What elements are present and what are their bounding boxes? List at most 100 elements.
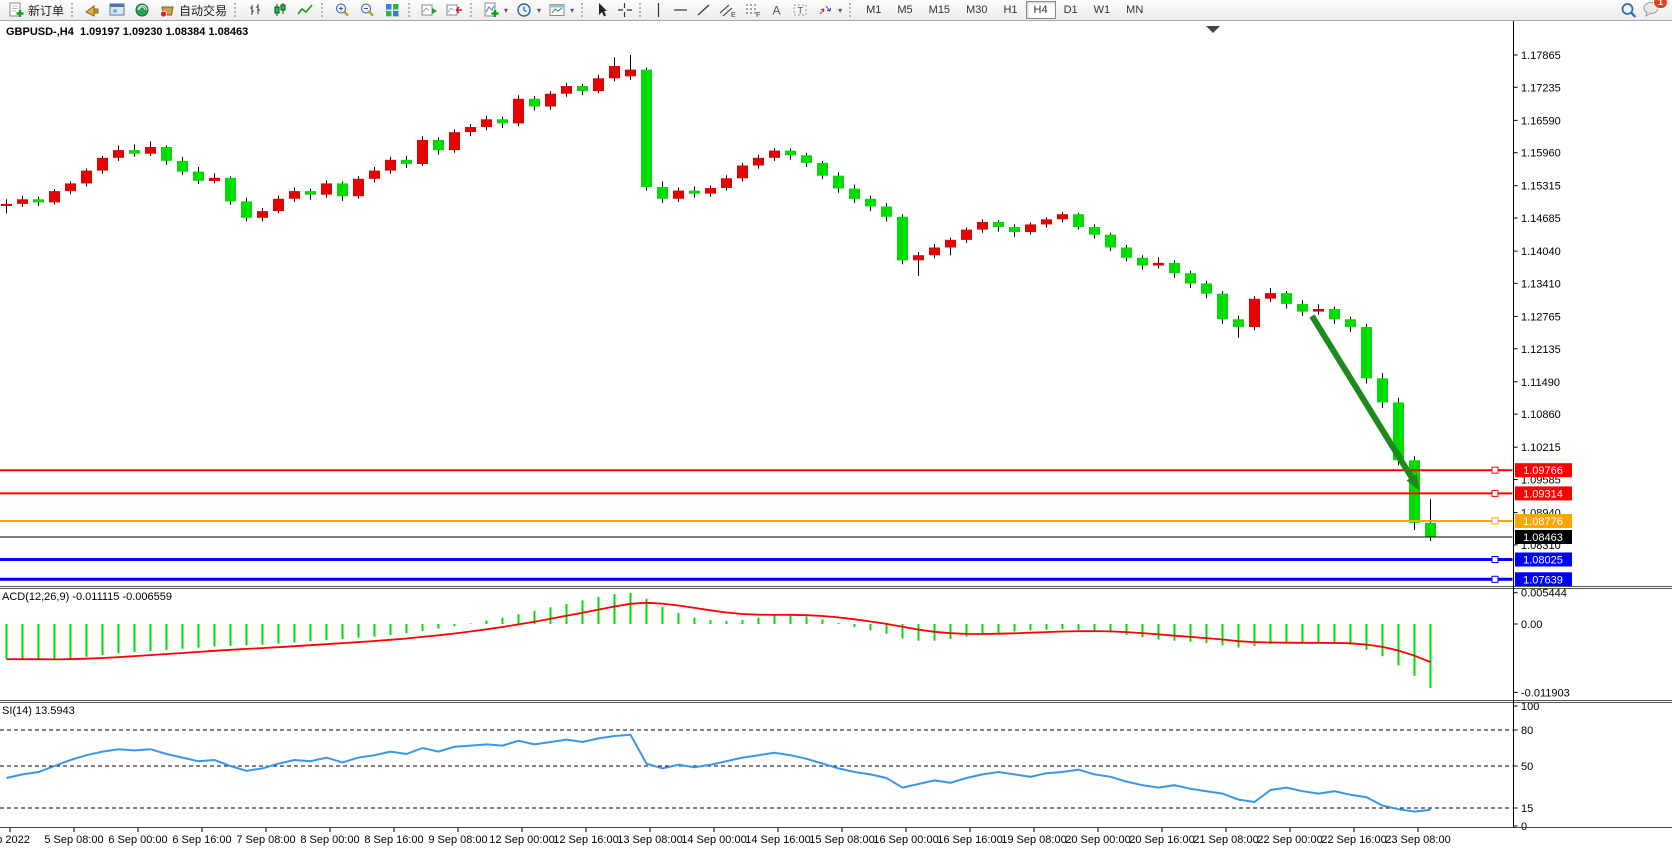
candle-body: [417, 139, 428, 164]
auto-scroll-button[interactable]: [417, 0, 442, 20]
macd-signal-line: [6, 601, 1431, 663]
time-label: 19 Sep 08:00: [1001, 834, 1066, 846]
tab-m1[interactable]: M1: [866, 4, 882, 16]
autotrading-label: 自动交易: [179, 3, 228, 18]
candle-body: [817, 162, 828, 176]
zoom-out-button[interactable]: [355, 0, 380, 20]
price-tick-label: 1.16590: [1521, 115, 1561, 127]
crosshair-button[interactable]: [613, 0, 636, 20]
vertical-line-button[interactable]: [648, 0, 669, 20]
search-icon: [1621, 2, 1637, 18]
chevron-down-icon[interactable]: ▾: [570, 5, 575, 15]
candle-body: [49, 191, 60, 203]
chart-canvas[interactable]: 1.17865 1.17235 1.16590 1.15960 1.15315 1.146…: [0, 21, 1672, 849]
candle-body: [129, 150, 140, 154]
tab-h4[interactable]: H4: [1025, 1, 1056, 19]
price-badge: [1515, 486, 1572, 501]
rsi-scale-label: 50: [1521, 761, 1533, 773]
candle-body: [561, 86, 572, 94]
indicators-button[interactable]: ▾: [479, 0, 512, 20]
candle-body: [769, 150, 780, 158]
svg-text:T: T: [798, 6, 804, 16]
candle-body: [1297, 303, 1308, 312]
price-badge: [1515, 463, 1572, 478]
tab-m5[interactable]: M5: [897, 4, 913, 16]
line-handle[interactable]: [1491, 575, 1499, 583]
navigator-button[interactable]: [130, 0, 155, 20]
price-badge: [1515, 530, 1572, 544]
trend-arrow[interactable]: [1309, 314, 1415, 479]
candle-body: [481, 119, 492, 127]
trend-arrow-head[interactable]: [1406, 474, 1421, 491]
arrows-icon: [819, 5, 832, 15]
main-pane[interactable]: [0, 26, 1513, 583]
candle-body: [81, 170, 92, 184]
line-handle[interactable]: [1491, 466, 1499, 474]
channel-button[interactable]: E: [715, 0, 740, 20]
time-label: 7 Sep 08:00: [236, 834, 295, 846]
new-order-button[interactable]: 新订单: [4, 0, 68, 20]
tab-mn[interactable]: MN: [1126, 4, 1144, 16]
cursor-button[interactable]: [590, 0, 613, 20]
text-button[interactable]: A: [765, 0, 788, 20]
candle-body: [1329, 309, 1340, 320]
rsi-pane[interactable]: [0, 729, 1513, 813]
candle-body: [1425, 522, 1436, 537]
terminal-button[interactable]: [105, 0, 130, 20]
chevron-down-icon[interactable]: ▾: [504, 5, 509, 15]
bar-chart-button[interactable]: [243, 0, 268, 20]
trendline-button[interactable]: [692, 0, 715, 20]
candle-body: [305, 191, 316, 195]
time-label: 21 Sep 08:00: [1193, 834, 1258, 846]
line-chart-button[interactable]: [293, 0, 318, 20]
candle-body: [513, 98, 524, 124]
time-axis[interactable]: ep 2022 5 Sep 08:00 6 Sep 00:00 6 Sep 16:00…: [0, 827, 1451, 846]
candle-body: [433, 139, 444, 151]
price-tick-label: 1.17865: [1521, 50, 1561, 62]
templates-button[interactable]: ▾: [545, 0, 578, 20]
candle-body: [385, 159, 396, 171]
tab-d1[interactable]: D1: [1063, 4, 1078, 16]
time-label: 23 Sep 08:00: [1385, 834, 1450, 846]
tab-h1[interactable]: H1: [1003, 4, 1018, 16]
chart-shift-button[interactable]: [442, 0, 467, 20]
chart-window[interactable]: 1.17865 1.17235 1.16590 1.15960 1.15315 1.146…: [0, 21, 1672, 849]
periods-button[interactable]: ▾: [512, 0, 545, 20]
chart-shift-marker[interactable]: [1206, 26, 1220, 33]
chevron-down-icon[interactable]: ▾: [537, 5, 542, 15]
autotrading-button[interactable]: 自动交易: [155, 0, 231, 20]
search-button[interactable]: [1616, 0, 1642, 20]
horizontal-line-button[interactable]: [669, 0, 692, 20]
macd-pane[interactable]: [5, 593, 1432, 688]
tab-w1[interactable]: W1: [1093, 4, 1111, 16]
rsi-scale-label: 80: [1521, 725, 1533, 737]
zoom-in-button[interactable]: [330, 0, 355, 20]
price-tick-label: 1.15960: [1521, 148, 1561, 160]
text-label-button[interactable]: T: [788, 0, 813, 20]
candle-body: [33, 199, 44, 203]
arrows-button[interactable]: ▾: [813, 0, 846, 20]
megaphone-button[interactable]: [80, 0, 105, 20]
price-axis[interactable]: 1.17865 1.17235 1.16590 1.15960 1.15315 1.146…: [1513, 50, 1573, 833]
candlestick-button[interactable]: [268, 0, 293, 20]
candle-body: [737, 165, 748, 179]
candle-body: [721, 178, 732, 188]
line-handle[interactable]: [1491, 556, 1499, 563]
tile-windows-button[interactable]: [380, 0, 405, 20]
price-badge-label: 1.08463: [1523, 532, 1563, 544]
price-badge-label: 1.09766: [1523, 465, 1563, 477]
price-tick-label: 1.12765: [1521, 312, 1561, 324]
auto-scroll-icon: [421, 4, 438, 16]
fibonacci-button[interactable]: F: [740, 0, 765, 20]
tab-m15[interactable]: M15: [928, 4, 951, 16]
toolbar-grip: [71, 3, 75, 17]
time-label: 20 Sep 16:00: [1129, 834, 1194, 846]
tab-m30[interactable]: M30: [966, 4, 988, 16]
toolbar-grip: [321, 3, 325, 17]
chat-button[interactable]: 1: [1642, 0, 1668, 20]
time-label: 16 Sep 00:00: [873, 834, 938, 846]
line-handle[interactable]: [1491, 517, 1499, 525]
time-label: 16 Sep 16:00: [937, 834, 1002, 846]
line-handle[interactable]: [1491, 489, 1499, 497]
chevron-down-icon[interactable]: ▾: [838, 5, 843, 15]
